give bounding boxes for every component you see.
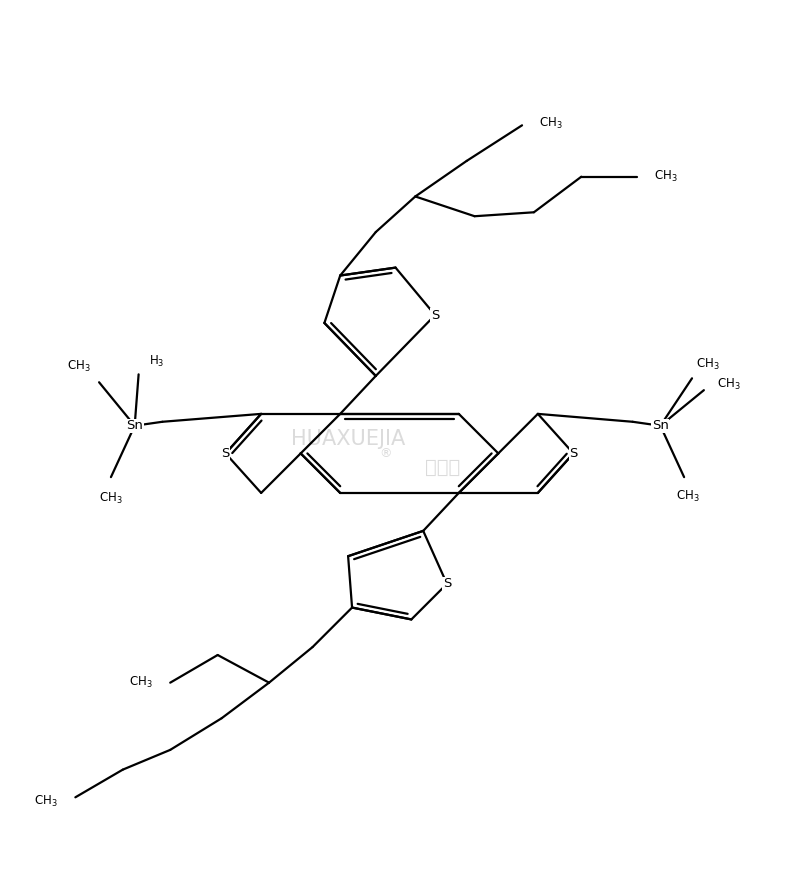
Text: CH$_3$: CH$_3$: [676, 489, 700, 504]
Text: S: S: [431, 308, 439, 322]
Text: S: S: [221, 447, 230, 460]
Text: CH$_3$: CH$_3$: [34, 794, 58, 809]
Text: HUAXUEJIA: HUAXUEJIA: [291, 429, 405, 449]
Text: CH$_3$: CH$_3$: [539, 116, 563, 131]
Text: CH$_3$: CH$_3$: [718, 377, 741, 392]
Text: CH$_3$: CH$_3$: [129, 675, 153, 691]
Text: S: S: [443, 577, 451, 591]
Text: CH$_3$: CH$_3$: [99, 491, 123, 506]
Text: CH$_3$: CH$_3$: [696, 357, 720, 372]
Text: Sn: Sn: [126, 420, 143, 432]
Text: S: S: [569, 447, 578, 460]
Text: CH$_3$: CH$_3$: [654, 169, 678, 184]
Text: 化学加: 化学加: [425, 458, 460, 478]
Text: CH$_3$: CH$_3$: [67, 359, 91, 374]
Text: ®: ®: [379, 447, 392, 460]
Text: Sn: Sn: [652, 420, 669, 432]
Text: H$_3$: H$_3$: [149, 354, 165, 369]
